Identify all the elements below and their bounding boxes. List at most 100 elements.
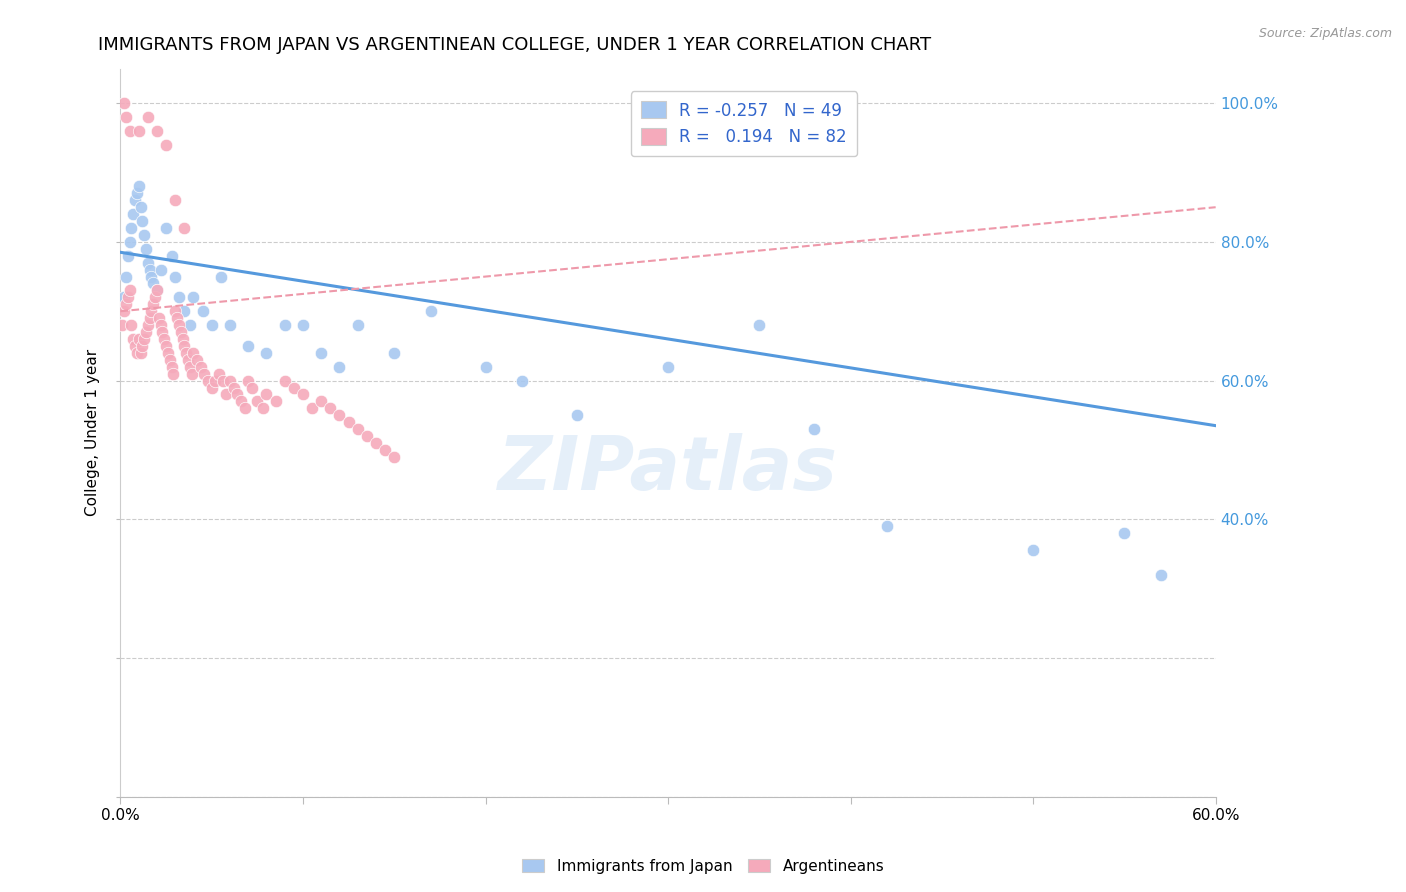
Point <box>124 194 146 208</box>
Point <box>146 124 169 138</box>
Point <box>204 374 226 388</box>
Point <box>160 249 183 263</box>
Point <box>162 367 184 381</box>
Point <box>174 346 197 360</box>
Point <box>291 387 314 401</box>
Point <box>364 436 387 450</box>
Point <box>134 227 156 242</box>
Point <box>129 346 152 360</box>
Point <box>122 332 145 346</box>
Point <box>146 284 169 298</box>
Point <box>170 325 193 339</box>
Point <box>167 290 190 304</box>
Point <box>191 304 214 318</box>
Legend: R = -0.257   N = 49, R =   0.194   N = 82: R = -0.257 N = 49, R = 0.194 N = 82 <box>631 91 856 156</box>
Point <box>209 269 232 284</box>
Legend: Immigrants from Japan, Argentineans: Immigrants from Japan, Argentineans <box>516 853 890 880</box>
Point <box>135 325 157 339</box>
Point <box>238 374 260 388</box>
Point <box>148 311 170 326</box>
Point <box>115 297 138 311</box>
Point <box>120 221 142 235</box>
Point <box>211 374 233 388</box>
Point <box>156 346 179 360</box>
Point <box>136 318 159 332</box>
Point <box>155 221 177 235</box>
Point <box>264 394 287 409</box>
Point <box>179 318 201 332</box>
Point <box>382 450 405 464</box>
Point <box>138 311 160 326</box>
Point <box>136 110 159 124</box>
Point <box>115 269 138 284</box>
Point <box>143 290 166 304</box>
Point <box>201 318 224 332</box>
Point <box>233 401 256 416</box>
Point <box>283 380 305 394</box>
Point <box>382 346 405 360</box>
Point <box>160 359 183 374</box>
Point <box>155 137 177 152</box>
Point <box>125 186 148 201</box>
Point <box>129 200 152 214</box>
Point <box>219 318 242 332</box>
Point <box>131 339 153 353</box>
Point <box>141 304 163 318</box>
Point <box>128 332 150 346</box>
Text: Source: ZipAtlas.com: Source: ZipAtlas.com <box>1258 27 1392 40</box>
Point <box>149 318 172 332</box>
Point <box>193 367 215 381</box>
Point <box>374 442 396 457</box>
Point <box>346 422 368 436</box>
Point <box>510 374 533 388</box>
Point <box>256 346 278 360</box>
Point <box>183 346 205 360</box>
Point <box>346 318 368 332</box>
Point <box>356 429 378 443</box>
Point <box>240 380 263 394</box>
Point <box>115 110 138 124</box>
Point <box>112 290 135 304</box>
Point <box>125 346 148 360</box>
Point <box>197 374 219 388</box>
Point <box>1150 567 1173 582</box>
Point <box>565 409 588 423</box>
Point <box>177 352 200 367</box>
Point <box>166 311 188 326</box>
Point <box>136 256 159 270</box>
Point <box>222 380 245 394</box>
Point <box>159 352 181 367</box>
Point <box>138 262 160 277</box>
Point <box>117 290 139 304</box>
Point <box>134 332 156 346</box>
Point <box>274 318 297 332</box>
Point <box>165 304 187 318</box>
Point <box>274 374 297 388</box>
Text: ZIPatlas: ZIPatlas <box>498 433 838 506</box>
Point <box>153 332 176 346</box>
Point <box>748 318 770 332</box>
Point <box>1114 526 1136 541</box>
Point <box>173 339 195 353</box>
Point <box>152 325 174 339</box>
Point <box>111 318 134 332</box>
Point <box>135 242 157 256</box>
Point <box>190 359 212 374</box>
Point <box>165 194 187 208</box>
Point <box>328 409 350 423</box>
Y-axis label: College, Under 1 year: College, Under 1 year <box>86 349 100 516</box>
Point <box>201 380 224 394</box>
Point <box>1022 543 1045 558</box>
Point <box>172 332 194 346</box>
Point <box>319 401 342 416</box>
Point <box>309 394 332 409</box>
Point <box>180 367 202 381</box>
Point <box>173 304 195 318</box>
Point <box>328 359 350 374</box>
Point <box>246 394 269 409</box>
Point <box>117 249 139 263</box>
Point <box>167 318 190 332</box>
Point <box>803 422 825 436</box>
Point <box>128 124 150 138</box>
Point <box>238 339 260 353</box>
